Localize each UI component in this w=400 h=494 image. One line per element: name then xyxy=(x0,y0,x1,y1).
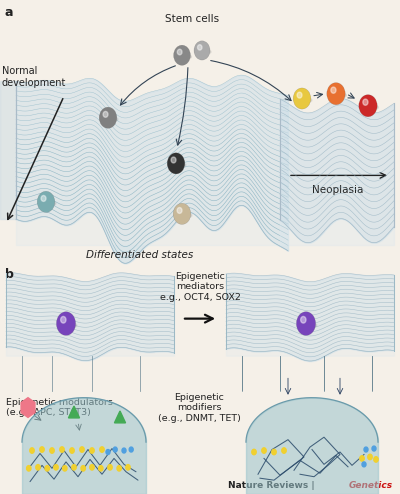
Circle shape xyxy=(252,450,256,454)
Text: Epigenetic modulators
(e.g., APC, STAT3): Epigenetic modulators (e.g., APC, STAT3) xyxy=(6,398,113,417)
Text: Stem cells: Stem cells xyxy=(165,14,219,24)
Text: b: b xyxy=(5,268,14,281)
Circle shape xyxy=(129,447,133,452)
Circle shape xyxy=(41,196,46,202)
Circle shape xyxy=(98,465,103,471)
Circle shape xyxy=(36,464,40,470)
Circle shape xyxy=(103,111,108,117)
Circle shape xyxy=(106,450,110,454)
Circle shape xyxy=(30,448,34,453)
Circle shape xyxy=(81,465,86,471)
Ellipse shape xyxy=(100,116,118,123)
Circle shape xyxy=(126,464,130,470)
Ellipse shape xyxy=(58,322,77,329)
Circle shape xyxy=(173,203,191,224)
Ellipse shape xyxy=(174,212,192,218)
Text: Differentiated states: Differentiated states xyxy=(86,250,194,260)
Circle shape xyxy=(60,447,64,453)
Ellipse shape xyxy=(298,322,317,329)
Circle shape xyxy=(360,455,364,461)
Circle shape xyxy=(37,191,55,212)
Circle shape xyxy=(45,465,50,471)
Circle shape xyxy=(61,317,66,323)
Text: Epigenetic
modifiers
(e.g., DNMT, TET): Epigenetic modifiers (e.g., DNMT, TET) xyxy=(158,393,241,422)
Circle shape xyxy=(364,447,368,452)
Circle shape xyxy=(26,465,31,471)
Circle shape xyxy=(296,312,316,335)
Circle shape xyxy=(113,447,117,452)
Circle shape xyxy=(56,312,76,335)
Circle shape xyxy=(177,49,182,55)
Circle shape xyxy=(272,450,276,454)
Ellipse shape xyxy=(360,104,378,111)
Circle shape xyxy=(177,207,182,213)
Circle shape xyxy=(174,45,190,65)
Circle shape xyxy=(363,99,368,105)
Circle shape xyxy=(50,448,54,453)
Circle shape xyxy=(368,454,372,459)
Circle shape xyxy=(72,464,76,470)
Text: Normal
development: Normal development xyxy=(2,66,66,87)
Text: Epigenetic
mediators
e.g., OCT4, SOX2: Epigenetic mediators e.g., OCT4, SOX2 xyxy=(160,272,240,301)
Circle shape xyxy=(54,464,58,470)
Circle shape xyxy=(99,107,117,128)
Circle shape xyxy=(70,448,74,453)
Circle shape xyxy=(374,456,378,462)
Ellipse shape xyxy=(195,49,211,55)
Circle shape xyxy=(359,95,377,117)
Circle shape xyxy=(108,464,112,470)
Circle shape xyxy=(282,448,286,453)
Circle shape xyxy=(90,448,94,453)
Circle shape xyxy=(297,92,302,98)
Circle shape xyxy=(122,448,126,453)
Circle shape xyxy=(171,157,176,163)
Ellipse shape xyxy=(38,200,56,206)
Circle shape xyxy=(198,44,202,50)
Ellipse shape xyxy=(168,162,186,168)
Circle shape xyxy=(167,153,185,174)
Ellipse shape xyxy=(175,54,192,60)
Circle shape xyxy=(372,446,376,451)
Circle shape xyxy=(63,465,67,471)
Circle shape xyxy=(301,317,306,323)
Ellipse shape xyxy=(294,97,312,103)
Circle shape xyxy=(194,41,210,60)
Text: Nature Reviews |: Nature Reviews | xyxy=(228,481,318,490)
Circle shape xyxy=(293,88,311,109)
Circle shape xyxy=(362,462,366,467)
Circle shape xyxy=(331,87,336,93)
Circle shape xyxy=(262,448,266,453)
Circle shape xyxy=(327,82,345,105)
Circle shape xyxy=(90,464,94,470)
Ellipse shape xyxy=(328,92,346,99)
Text: Neoplasia: Neoplasia xyxy=(312,185,364,195)
Circle shape xyxy=(117,465,122,471)
Circle shape xyxy=(80,447,84,453)
Text: a: a xyxy=(5,6,13,19)
Circle shape xyxy=(100,447,104,453)
Circle shape xyxy=(40,447,44,453)
Text: Genetics: Genetics xyxy=(349,481,393,490)
